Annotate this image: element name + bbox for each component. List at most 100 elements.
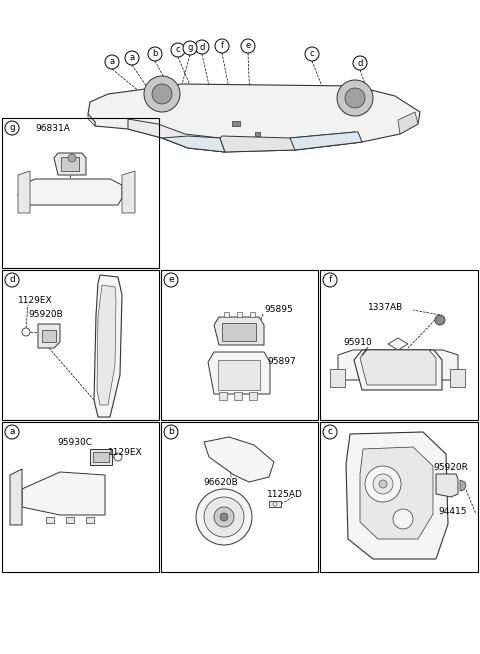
Bar xyxy=(46,517,54,523)
Circle shape xyxy=(323,273,337,287)
Bar xyxy=(320,422,478,572)
Bar xyxy=(320,270,478,420)
Polygon shape xyxy=(338,350,458,380)
Text: 96620B: 96620B xyxy=(204,478,239,487)
Polygon shape xyxy=(128,119,225,152)
Circle shape xyxy=(337,80,373,116)
Bar xyxy=(250,312,255,317)
Text: f: f xyxy=(328,275,332,284)
Bar xyxy=(161,422,318,572)
Circle shape xyxy=(393,509,413,529)
Circle shape xyxy=(345,88,365,108)
Bar xyxy=(93,452,109,462)
Text: d: d xyxy=(9,275,15,284)
Text: 1337AB: 1337AB xyxy=(368,303,403,312)
Circle shape xyxy=(164,425,178,439)
Bar xyxy=(86,517,94,523)
Circle shape xyxy=(114,453,122,461)
Circle shape xyxy=(220,513,228,521)
Text: g: g xyxy=(187,44,192,52)
Text: 95920B: 95920B xyxy=(28,310,63,319)
Polygon shape xyxy=(436,474,458,497)
Text: 95895: 95895 xyxy=(264,305,293,314)
Polygon shape xyxy=(22,472,105,515)
Circle shape xyxy=(214,507,234,527)
Polygon shape xyxy=(354,350,442,390)
Polygon shape xyxy=(97,285,116,405)
Bar xyxy=(161,270,318,420)
Circle shape xyxy=(273,502,277,506)
Polygon shape xyxy=(88,114,95,126)
Bar xyxy=(219,392,227,400)
Polygon shape xyxy=(388,338,408,350)
Circle shape xyxy=(152,84,172,104)
Circle shape xyxy=(105,55,119,69)
Polygon shape xyxy=(204,437,274,482)
Circle shape xyxy=(305,47,319,61)
Bar xyxy=(2,270,159,420)
Polygon shape xyxy=(38,324,60,348)
Polygon shape xyxy=(220,132,362,152)
Bar xyxy=(249,392,257,400)
Bar xyxy=(450,369,465,387)
Circle shape xyxy=(195,40,209,54)
Text: 95897: 95897 xyxy=(267,357,296,366)
Circle shape xyxy=(144,76,180,112)
Bar xyxy=(234,392,242,400)
Circle shape xyxy=(5,273,19,287)
Polygon shape xyxy=(122,171,135,213)
Circle shape xyxy=(215,39,229,53)
Circle shape xyxy=(365,466,401,502)
Circle shape xyxy=(379,480,387,488)
Polygon shape xyxy=(162,136,225,152)
Text: c: c xyxy=(327,428,333,436)
Bar xyxy=(42,330,56,342)
Text: d: d xyxy=(357,58,363,67)
Circle shape xyxy=(204,497,244,537)
Text: e: e xyxy=(245,41,251,50)
Text: e: e xyxy=(168,275,174,284)
Polygon shape xyxy=(94,275,122,417)
Bar xyxy=(2,118,159,268)
Text: 1129EX: 1129EX xyxy=(18,296,53,305)
Text: 96831A: 96831A xyxy=(35,124,70,133)
Polygon shape xyxy=(10,469,22,525)
Text: a: a xyxy=(9,428,15,436)
Text: b: b xyxy=(168,428,174,436)
Circle shape xyxy=(373,474,393,494)
Polygon shape xyxy=(398,112,418,134)
Bar xyxy=(269,501,281,507)
Text: b: b xyxy=(152,50,158,58)
Text: 1129EX: 1129EX xyxy=(108,448,143,457)
Polygon shape xyxy=(360,447,433,539)
Polygon shape xyxy=(214,317,264,345)
Polygon shape xyxy=(18,171,30,213)
Bar xyxy=(2,422,159,572)
Bar xyxy=(255,132,260,136)
Circle shape xyxy=(125,51,139,65)
Text: d: d xyxy=(199,43,204,52)
Circle shape xyxy=(323,425,337,439)
Circle shape xyxy=(22,328,30,336)
Text: c: c xyxy=(310,50,314,58)
Polygon shape xyxy=(88,84,420,152)
Polygon shape xyxy=(346,432,448,559)
Text: 95920R: 95920R xyxy=(433,463,468,472)
Bar xyxy=(330,369,345,387)
Circle shape xyxy=(183,41,197,55)
Bar xyxy=(218,360,260,390)
Polygon shape xyxy=(360,350,436,385)
Bar xyxy=(66,517,74,523)
Bar xyxy=(61,157,79,171)
Bar xyxy=(90,449,112,465)
Circle shape xyxy=(435,315,445,325)
Polygon shape xyxy=(460,480,466,491)
Bar xyxy=(222,323,256,341)
Circle shape xyxy=(171,43,185,57)
Text: c: c xyxy=(176,46,180,54)
Circle shape xyxy=(353,56,367,70)
Text: f: f xyxy=(220,41,224,50)
Circle shape xyxy=(68,154,76,162)
Text: g: g xyxy=(9,124,15,133)
Bar xyxy=(224,312,229,317)
